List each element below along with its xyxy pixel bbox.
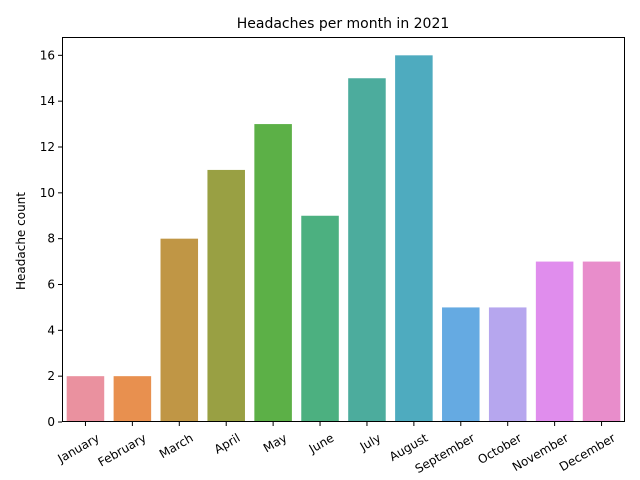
bar-march — [160, 238, 199, 422]
x-tick-label: April — [212, 431, 243, 457]
bar-december — [582, 261, 621, 422]
x-tick-label: March — [157, 431, 196, 461]
y-tick-label: 8 — [47, 232, 55, 246]
bar-january — [66, 376, 105, 422]
chart-title: Headaches per month in 2021 — [237, 16, 450, 32]
bar-february — [113, 376, 152, 422]
x-tick-label: May — [261, 431, 289, 456]
bar-june — [301, 215, 339, 422]
bars — [66, 55, 621, 422]
x-tick-label: June — [306, 431, 337, 457]
y-tick-label: 6 — [47, 278, 55, 292]
y-tick-label: 10 — [40, 186, 55, 200]
bar-november — [535, 261, 574, 422]
bar-april — [207, 169, 245, 422]
y-tick-label: 16 — [40, 48, 55, 62]
bar-august — [395, 55, 433, 422]
y-ticks: 0 2 4 6 8 10 12 14 16 — [40, 48, 62, 429]
y-tick-label: 0 — [47, 415, 55, 429]
bar-may — [254, 124, 292, 422]
y-tick-label: 4 — [47, 323, 55, 337]
x-tick-label: February — [96, 431, 149, 470]
axes-frame — [62, 37, 625, 422]
y-axis-label: Headache count — [14, 192, 28, 290]
bar-september — [442, 307, 480, 422]
x-tick-label: January — [55, 431, 102, 466]
y-tick-label: 12 — [40, 140, 55, 154]
bar-july — [348, 78, 386, 422]
bar-october — [488, 307, 527, 422]
y-tick-label: 14 — [40, 94, 55, 108]
x-tick-label: July — [357, 431, 384, 454]
y-tick-label: 2 — [47, 369, 55, 383]
